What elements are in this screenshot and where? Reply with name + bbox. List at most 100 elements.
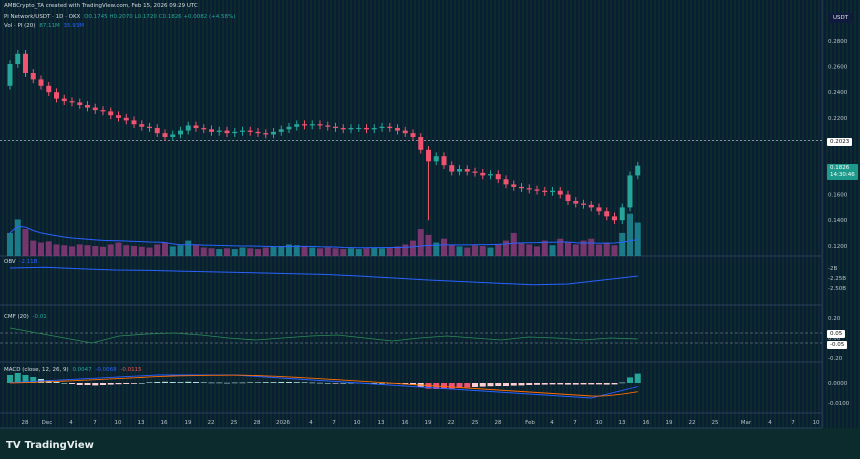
time-axis-label: 16 xyxy=(161,420,168,426)
candle-body xyxy=(317,124,323,126)
obv-line xyxy=(9,266,638,286)
cmf-label[interactable]: CMF (20) xyxy=(4,314,29,320)
obv-label[interactable]: OBV xyxy=(4,259,16,265)
macd-axis-label: 0.0000 xyxy=(828,381,848,387)
candle-body xyxy=(333,126,338,129)
time-axis-label: 4 xyxy=(69,420,73,426)
time-axis-label: Dec xyxy=(42,420,53,426)
volume-legend: Vol · PI (20) 87.11M 35.93M xyxy=(4,23,84,29)
volume-bar xyxy=(487,247,494,256)
time-axis-label: 28 xyxy=(22,420,29,426)
time-axis-label: 25 xyxy=(472,420,479,426)
candle-body xyxy=(69,101,75,103)
macd-histogram-bar xyxy=(231,382,238,384)
candle-body xyxy=(23,53,28,73)
candle-body xyxy=(100,110,106,112)
candle-body xyxy=(550,190,555,193)
volume-bar xyxy=(332,248,339,256)
candle-body xyxy=(216,130,222,132)
macd-histogram-bar xyxy=(293,382,300,383)
volume-bar xyxy=(162,242,168,256)
candle-body xyxy=(209,129,214,132)
macd-histogram-bar xyxy=(379,383,385,384)
macd-histogram-bar xyxy=(239,382,246,384)
volume-value: 87.11M xyxy=(39,23,60,29)
cmf-value: -0.01 xyxy=(32,314,47,320)
time-axis-label: 10 xyxy=(115,420,122,426)
candle-body xyxy=(348,128,354,130)
candle-body xyxy=(488,174,493,176)
macd-histogram-bar xyxy=(332,383,339,384)
macd-histogram-bar xyxy=(603,383,610,385)
macd-label[interactable]: MACD (close, 12, 26, 9) xyxy=(4,367,69,373)
macd-histogram-bar xyxy=(518,383,525,386)
volume-bar xyxy=(541,240,548,256)
macd-histogram-bar xyxy=(22,375,29,383)
volume-bar xyxy=(503,240,509,256)
volume-bar xyxy=(526,244,533,256)
macd-histogram-bar xyxy=(495,383,502,386)
candle-body xyxy=(433,156,439,162)
macd-histogram-bar xyxy=(185,381,192,383)
macd-histogram-bar xyxy=(76,383,83,385)
candle-body xyxy=(449,165,455,172)
volume-label[interactable]: Vol · PI (20) xyxy=(4,23,36,29)
candle-body xyxy=(503,179,509,185)
price-axis-label: 0.2600 xyxy=(828,65,848,71)
candle-body xyxy=(185,125,191,131)
candle-body xyxy=(356,128,362,130)
macd-histogram-bar xyxy=(224,382,230,384)
time-axis-label: Feb xyxy=(525,420,535,426)
macd-histogram-bar xyxy=(286,382,292,383)
time-axis-label: 22 xyxy=(208,420,215,426)
cmf-axis-label: -0.20 xyxy=(828,356,843,362)
time-axis-label: 25 xyxy=(712,420,719,426)
volume-bar xyxy=(565,242,571,256)
time-axis-label: 7 xyxy=(332,420,336,426)
macd-histogram-bar xyxy=(557,383,564,385)
time-axis-label: 13 xyxy=(619,420,626,426)
macd-histogram-bar xyxy=(262,382,269,383)
cmf-lower-tag: -0.05 xyxy=(827,341,848,349)
candle-body xyxy=(457,169,462,172)
candle-body xyxy=(441,156,447,166)
volume-bar xyxy=(45,241,52,256)
bar-countdown: 14:30:46 xyxy=(830,172,855,178)
volume-bar xyxy=(456,246,463,256)
obv-axis-label: -2.50B xyxy=(828,286,846,292)
macd-histogram-bar xyxy=(193,382,199,383)
macd-histogram-bar xyxy=(317,382,323,384)
volume-bar xyxy=(107,244,114,256)
time-axis-label: 7 xyxy=(573,420,577,426)
volume-bar xyxy=(309,247,316,256)
volume-bar xyxy=(200,247,207,256)
candle-body xyxy=(30,73,36,80)
volume-bar xyxy=(216,249,223,256)
candle-body xyxy=(340,128,346,130)
volume-bar xyxy=(76,244,83,256)
volume-bar xyxy=(611,245,618,256)
time-axis-label: 28 xyxy=(254,420,261,426)
time-axis-label: 10 xyxy=(354,420,361,426)
candle-body xyxy=(387,126,393,129)
candle-body xyxy=(480,172,486,176)
volume-bar xyxy=(479,246,486,256)
symbol-label[interactable]: Pi Network/USDT · 1D · OKX xyxy=(4,14,81,20)
candle-body xyxy=(534,189,540,191)
time-axis-label: 10 xyxy=(596,420,603,426)
price-axis-label: 0.1200 xyxy=(828,244,848,250)
volume-bar xyxy=(69,246,75,256)
volume-bar xyxy=(270,246,277,256)
candle-body xyxy=(395,128,400,131)
tradingview-logo[interactable]: 𝗧𝗩 TradingView xyxy=(6,440,94,451)
volume-bar xyxy=(115,242,122,256)
macd-histogram-bar xyxy=(146,382,153,383)
cmf-legend: CMF (20) -0.01 xyxy=(4,314,47,320)
volume-bar xyxy=(22,229,29,256)
last-price: 0.1826 xyxy=(830,165,850,171)
currency-button[interactable]: USDT xyxy=(829,13,853,23)
candle-body xyxy=(612,216,617,221)
volume-bar xyxy=(123,245,130,256)
macd-histogram-bar xyxy=(410,383,416,385)
